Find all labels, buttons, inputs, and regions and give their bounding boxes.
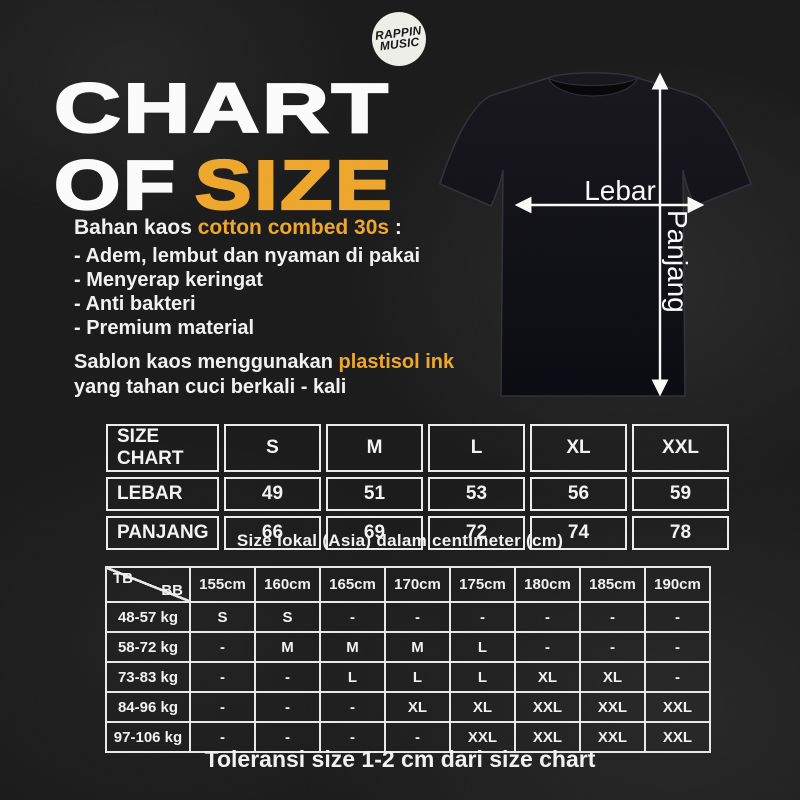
tshirt-silhouette	[439, 72, 752, 397]
fit-cell: -	[189, 661, 256, 693]
material-heading-suffix: :	[389, 216, 402, 239]
material-heading-accent: cotton combed 30s	[197, 216, 390, 239]
fit-cell: -	[319, 691, 386, 723]
material-bullet: - Menyerap keringat	[74, 269, 263, 291]
fit-cell: XL	[384, 691, 451, 723]
material-bullet: - Adem, lembut dan nyaman di pakai	[74, 245, 420, 267]
fit-cell: XL	[579, 661, 646, 693]
fit-cell: -	[384, 601, 451, 633]
fit-cell: -	[579, 631, 646, 663]
fit-cell: L	[449, 631, 516, 663]
fit-cell: -	[319, 601, 386, 633]
fit-cell: -	[189, 631, 256, 663]
fit-cell: -	[254, 691, 321, 723]
fit-table-row: 84-96 kg - - - XL XL XXL XXL XXL	[105, 691, 711, 723]
fit-cell: XL	[514, 661, 581, 693]
tb-label: TB	[113, 570, 133, 587]
print-note-line2: yang tahan cuci berkali - kali	[74, 376, 347, 398]
size-chart-cell: 49	[224, 477, 321, 511]
fit-cell: XL	[449, 691, 516, 723]
title-line-2-accent: SIZE	[193, 145, 395, 224]
material-bullet-list: - Adem, lembut dan nyaman di pakai - Meny…	[74, 244, 420, 340]
size-chart-header-cell: L	[428, 424, 525, 472]
fit-cell: -	[189, 691, 256, 723]
height-header-cell: 170cm	[384, 566, 451, 603]
weight-cell: 48-57 kg	[105, 601, 191, 633]
material-section: Bahan kaos cotton combed 30s : - Adem, l…	[74, 216, 420, 340]
weight-cell: 84-96 kg	[105, 691, 191, 723]
fit-cell: -	[254, 661, 321, 693]
fit-table: TB BB 155cm 160cm 165cm 170cm 175cm 180cm 185cm 1…	[105, 566, 711, 753]
material-bullet: - Premium material	[74, 317, 255, 339]
fit-table-row: 48-57 kg S S - - - - - -	[105, 601, 711, 633]
tshirt-image	[439, 72, 752, 397]
height-header-cell: 180cm	[514, 566, 581, 603]
fit-cell: -	[449, 601, 516, 633]
brand-logo: RAPPIN MUSIC	[368, 8, 430, 70]
size-chart-header-cell: XL	[530, 424, 627, 472]
fit-cell: L	[449, 661, 516, 693]
fit-table-body: 48-57 kg S S - - - - - -58-72 kg - M M M L - - -73-83 kg…	[105, 601, 711, 753]
fit-table-header-row: TB BB 155cm 160cm 165cm 170cm 175cm 180cm 185cm 1…	[105, 566, 711, 603]
fit-table-header: TB BB 155cm 160cm 165cm 170cm 175cm 180cm 185cm 1…	[105, 566, 711, 603]
fit-cell: -	[644, 661, 711, 693]
size-chart-cell: 51	[326, 477, 423, 511]
size-note: Size lokal (Asia) dalam centimeter (cm)	[236, 531, 564, 550]
fit-cell: L	[384, 661, 451, 693]
fit-cell: M	[254, 631, 321, 663]
fit-cell: S	[189, 601, 256, 633]
material-bullet: - Anti bakteri	[74, 293, 196, 315]
fit-cell: -	[514, 601, 581, 633]
size-chart-cell: 53	[428, 477, 525, 511]
fit-cell: XXL	[579, 691, 646, 723]
title-line-2-white: OF	[53, 145, 178, 224]
fit-cell: -	[579, 601, 646, 633]
title-line-1: CHART	[53, 68, 391, 147]
fit-corner-cell: TB BB	[105, 566, 191, 603]
height-header-cell: 165cm	[319, 566, 386, 603]
size-chart-header-cell: SIZE CHART	[106, 424, 219, 472]
width-label: Lebar	[584, 175, 656, 206]
height-header-cell: 175cm	[449, 566, 516, 603]
fit-cell: -	[644, 601, 711, 633]
fit-cell: -	[644, 631, 711, 663]
size-chart-row: LEBAR 49 51 53 56 59	[106, 477, 729, 511]
print-note-prefix: Sablon kaos menggunakan	[74, 351, 339, 373]
size-chart-header-cell: M	[326, 424, 423, 472]
size-chart-row-label: LEBAR	[106, 477, 219, 511]
fit-cell: XXL	[514, 691, 581, 723]
fit-cell: L	[319, 661, 386, 693]
length-label: Panjang	[662, 210, 693, 313]
title-line-2: OF SIZE	[53, 145, 395, 224]
page-title: CHART OF SIZE	[53, 68, 394, 224]
weight-cell: 73-83 kg	[105, 661, 191, 693]
material-heading-prefix: Bahan kaos	[74, 216, 198, 239]
tolerance-note: Toleransi size 1-2 cm dari size chart	[204, 746, 596, 772]
height-header-cell: 160cm	[254, 566, 321, 603]
print-note-line1: Sablon kaos menggunakan plastisol ink	[74, 350, 454, 375]
fit-cell: XXL	[644, 691, 711, 723]
fit-table-row: 73-83 kg - - L L L XL XL -	[105, 661, 711, 693]
print-note-accent: plastisol ink	[338, 351, 455, 373]
size-chart-header-cell: S	[224, 424, 321, 472]
size-chart-header-row: SIZE CHART S M L XL XXL	[106, 424, 729, 472]
logo-text-line2: MUSIC	[379, 34, 421, 54]
height-header-cell: 155cm	[189, 566, 256, 603]
size-chart-cell: 56	[530, 477, 627, 511]
size-chart-cell: 59	[632, 477, 729, 511]
size-chart-header: SIZE CHART S M L XL XXL	[106, 424, 729, 472]
fit-cell: S	[254, 601, 321, 633]
material-heading: Bahan kaos cotton combed 30s :	[74, 216, 420, 240]
print-note: Sablon kaos menggunakan plastisol ink ya…	[74, 350, 454, 400]
weight-cell: 58-72 kg	[105, 631, 191, 663]
height-header-cell: 185cm	[579, 566, 646, 603]
fit-cell: M	[319, 631, 386, 663]
fit-cell: -	[514, 631, 581, 663]
fit-table-row: 58-72 kg - M M M L - - -	[105, 631, 711, 663]
size-chart-header-cell: XXL	[632, 424, 729, 472]
bb-label: BB	[161, 582, 183, 599]
fit-cell: M	[384, 631, 451, 663]
height-header-cell: 190cm	[644, 566, 711, 603]
